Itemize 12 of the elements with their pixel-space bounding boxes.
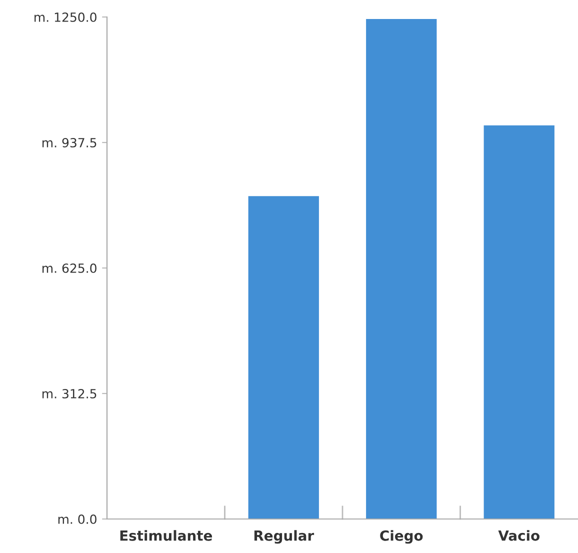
bar xyxy=(484,125,554,519)
bar xyxy=(248,196,319,519)
x-tick-label: Vacio xyxy=(498,530,540,541)
x-tick-label: Ciego xyxy=(380,530,423,544)
y-tick-label: m. 1250.0 xyxy=(34,12,96,22)
y-tick-label: m. 937.5 xyxy=(42,138,96,148)
bar xyxy=(366,19,437,519)
y-tick-label: m. 0.0 xyxy=(58,514,96,524)
x-tick-label: Regular xyxy=(254,530,314,544)
x-tick-label: Estimulante xyxy=(120,530,212,541)
y-tick-label: m. 625.0 xyxy=(42,263,96,273)
y-tick-label: m. 312.5 xyxy=(42,388,96,398)
